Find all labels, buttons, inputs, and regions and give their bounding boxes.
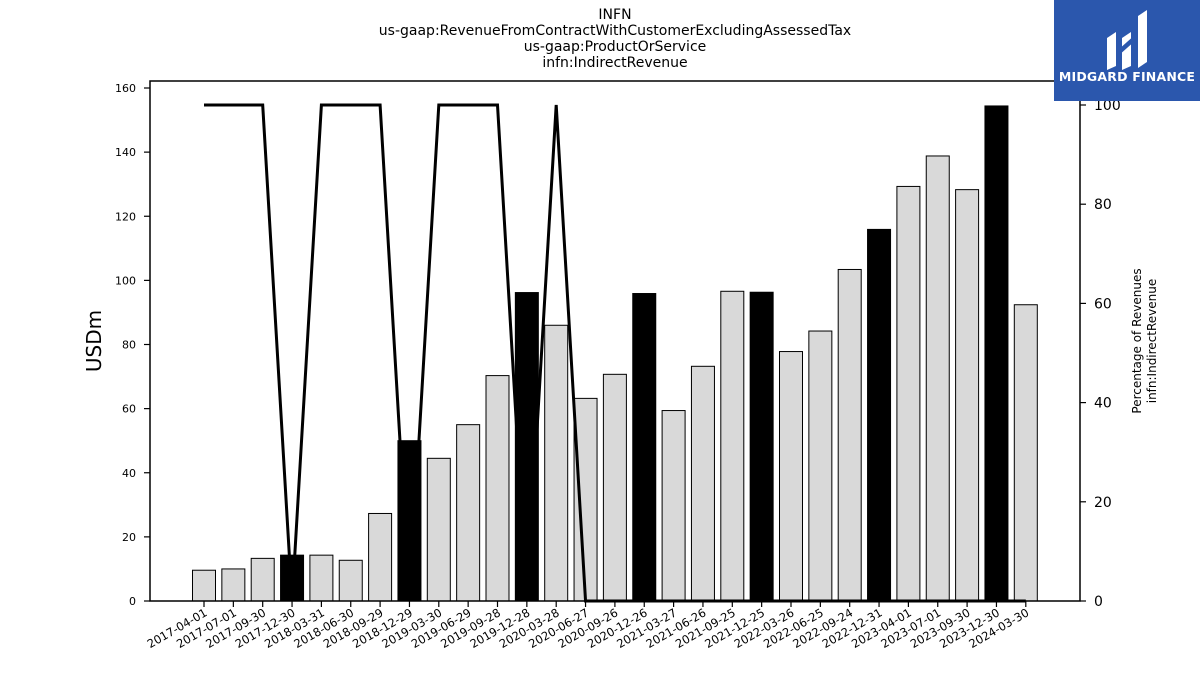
bar-2023-04-01 (896, 185, 921, 602)
bar-2023-12-30 (984, 105, 1009, 602)
logo-text: MIDGARD FINANCE (1058, 69, 1196, 84)
ytick-label-160: 160 (115, 82, 136, 95)
bar-2022-09-24 (837, 268, 862, 602)
chart-title-axis: us-gaap:ProductOrService (523, 39, 707, 55)
bar-2017-07-01 (221, 568, 246, 602)
bar-2022-12-31 (867, 228, 892, 602)
bar-2023-07-01 (925, 155, 950, 602)
ytick-label-80: 80 (122, 339, 136, 352)
y2tick-label-100: 100 (1094, 98, 1121, 114)
y2tick-label-80: 80 (1094, 197, 1112, 213)
bar-2020-03-28 (544, 324, 569, 602)
ytick-label-140: 140 (115, 146, 136, 159)
bar-2018-09-29 (368, 512, 393, 602)
chart-title-member: infn:IndirectRevenue (542, 55, 688, 71)
bar-2019-06-29 (456, 424, 481, 602)
ytick-label-0: 0 (129, 595, 136, 608)
logo-mark-icon (1107, 10, 1147, 70)
y2-axis-label-line2: infn:IndirectRevenue (1145, 279, 1159, 404)
bar-2017-09-30 (250, 557, 275, 602)
bar-2021-03-27 (661, 410, 686, 602)
bar-2021-09-25 (720, 290, 745, 602)
y2tick-label-60: 60 (1094, 296, 1112, 312)
y2tick-label-0: 0 (1094, 594, 1103, 610)
y2-axis-label-line1: Percentage of Revenues (1130, 268, 1144, 413)
y2tick-label-40: 40 (1094, 396, 1112, 412)
bar-2021-06-26 (690, 365, 715, 602)
bar-2019-03-30 (426, 457, 451, 602)
bar-2017-04-01 (192, 569, 216, 602)
bar-2020-12-26 (632, 293, 657, 602)
ytick-label-100: 100 (115, 274, 136, 287)
ytick-label-20: 20 (122, 531, 136, 544)
bar-2019-09-28 (485, 375, 510, 602)
bar-2023-09-30 (955, 189, 980, 602)
bar-2020-06-27 (573, 397, 598, 602)
bar-2021-12-25 (749, 291, 774, 602)
brand-logo: MIDGARD FINANCE (1054, 0, 1200, 101)
ytick-label-40: 40 (122, 467, 136, 480)
bar-2020-09-26 (602, 373, 627, 602)
bar-2018-03-31 (309, 554, 334, 602)
ytick-label-120: 120 (115, 210, 136, 223)
y2tick-label-20: 20 (1094, 495, 1112, 511)
chart-title-concept: us-gaap:RevenueFromContractWithCustomerE… (378, 23, 852, 39)
bar-2022-03-26 (779, 351, 803, 602)
bar-2024-03-30 (1013, 304, 1038, 602)
chart-title-ticker: INFN (598, 7, 632, 23)
y-axis-label: USDm (82, 310, 106, 372)
ytick-label-60: 60 (122, 403, 136, 416)
bar-2018-06-30 (338, 559, 363, 602)
bar-2022-06-25 (808, 330, 833, 602)
